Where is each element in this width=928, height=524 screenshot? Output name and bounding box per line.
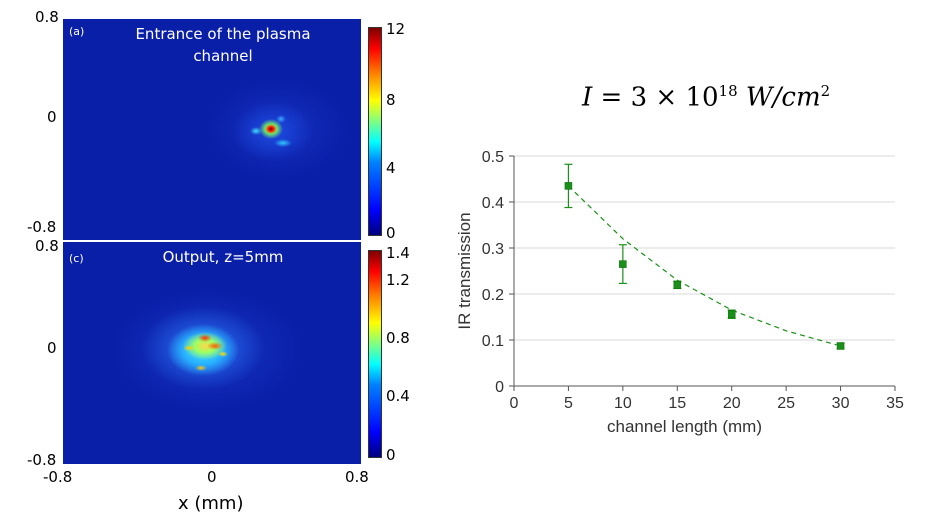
colorbar-a-tick-4: 4 bbox=[386, 159, 396, 177]
x-tick-label-1: 5 bbox=[564, 395, 573, 412]
colorbar-c-tick-0-4: 0.4 bbox=[386, 387, 410, 405]
fit-line bbox=[567, 185, 841, 347]
map-a-ytick-bottom: -0.8 bbox=[27, 218, 57, 236]
y-tick-label-2: 0.2 bbox=[482, 287, 504, 304]
x-tick-label-7: 35 bbox=[886, 395, 904, 412]
map-xtick-mid: 0 bbox=[207, 468, 217, 486]
panel-tag-a: (a) bbox=[69, 25, 85, 38]
x-tick-label-5: 25 bbox=[777, 395, 795, 412]
colorbar-c-tick-1-2: 1.2 bbox=[386, 271, 410, 289]
data-point-2 bbox=[673, 281, 682, 289]
colorbar-c-tick-0-8: 0.8 bbox=[386, 329, 410, 347]
colorbar-a-tick-12: 12 bbox=[386, 20, 406, 38]
y-tick-label-1: 0.1 bbox=[482, 333, 504, 350]
heatmap-output: (c) Output, z=5mm bbox=[63, 242, 361, 464]
panel-tag-c: (c) bbox=[69, 252, 84, 265]
equation-unit: W/cm bbox=[745, 82, 821, 113]
colorbar-c-tick-1-4: 1.4 bbox=[386, 244, 410, 262]
y-tick-label-3: 0.3 bbox=[482, 241, 504, 258]
x-tick-label-4: 20 bbox=[723, 395, 741, 412]
heatmap-entrance: (a) Entrance of the plasma channel bbox=[63, 19, 361, 240]
map-a-ytick-mid: 0 bbox=[47, 108, 57, 126]
equation-exponent: 18 bbox=[718, 82, 738, 100]
colorbar-c bbox=[368, 250, 382, 458]
map-a-title: Entrance of the plasma channel bbox=[103, 23, 343, 67]
map-c-ytick-mid: 0 bbox=[47, 339, 57, 357]
transmission-chart: 0 0.1 0.2 0.3 0.4 0.5 0 5 10 15 20 25 30 35 channel le… bbox=[455, 149, 904, 436]
y-tick-label-4: 0.4 bbox=[482, 195, 504, 212]
map-a-ytick-top: 0.8 bbox=[35, 8, 59, 26]
intensity-equation: I = 3 × 1018 W/cm2 bbox=[582, 82, 830, 113]
data-point-4 bbox=[836, 342, 845, 350]
map-xtick-right: 0.8 bbox=[345, 468, 369, 486]
x-tick-label-0: 0 bbox=[510, 395, 519, 412]
x-axis-label: channel length (mm) bbox=[607, 417, 762, 436]
equation-mid: = 3 × 10 bbox=[600, 82, 719, 113]
y-tick-label-5: 0.5 bbox=[482, 149, 504, 166]
map-xtick-left: -0.8 bbox=[43, 468, 73, 486]
equation-unit-exponent: 2 bbox=[820, 82, 831, 100]
x-tick-label-3: 15 bbox=[668, 395, 686, 412]
map-c-ytick-bottom: -0.8 bbox=[27, 451, 57, 469]
map-a-title-line1: Entrance of the plasma bbox=[135, 25, 311, 43]
colorbar-a bbox=[368, 27, 382, 236]
plot-area bbox=[514, 156, 895, 386]
equation-lhs: I bbox=[582, 82, 593, 113]
map-c-title: Output, z=5mm bbox=[162, 248, 284, 266]
colorbar-c-tick-0: 0 bbox=[386, 446, 396, 464]
colorbar-a-tick-8: 8 bbox=[386, 91, 396, 109]
map-c-ytick-top: 0.8 bbox=[35, 237, 59, 255]
y-tick-label-0: 0 bbox=[495, 379, 504, 396]
x-tick-label-2: 10 bbox=[614, 395, 632, 412]
data-point-3 bbox=[727, 310, 736, 318]
colorbar-a-tick-0: 0 bbox=[386, 224, 396, 242]
map-a-title-line2: channel bbox=[193, 47, 253, 65]
x-tick-label-6: 30 bbox=[832, 395, 850, 412]
data-point-0 bbox=[564, 182, 573, 190]
map-x-axis-label: x (mm) bbox=[178, 493, 244, 514]
data-point-1 bbox=[619, 260, 627, 268]
y-axis-label: IR transmission bbox=[455, 212, 474, 329]
